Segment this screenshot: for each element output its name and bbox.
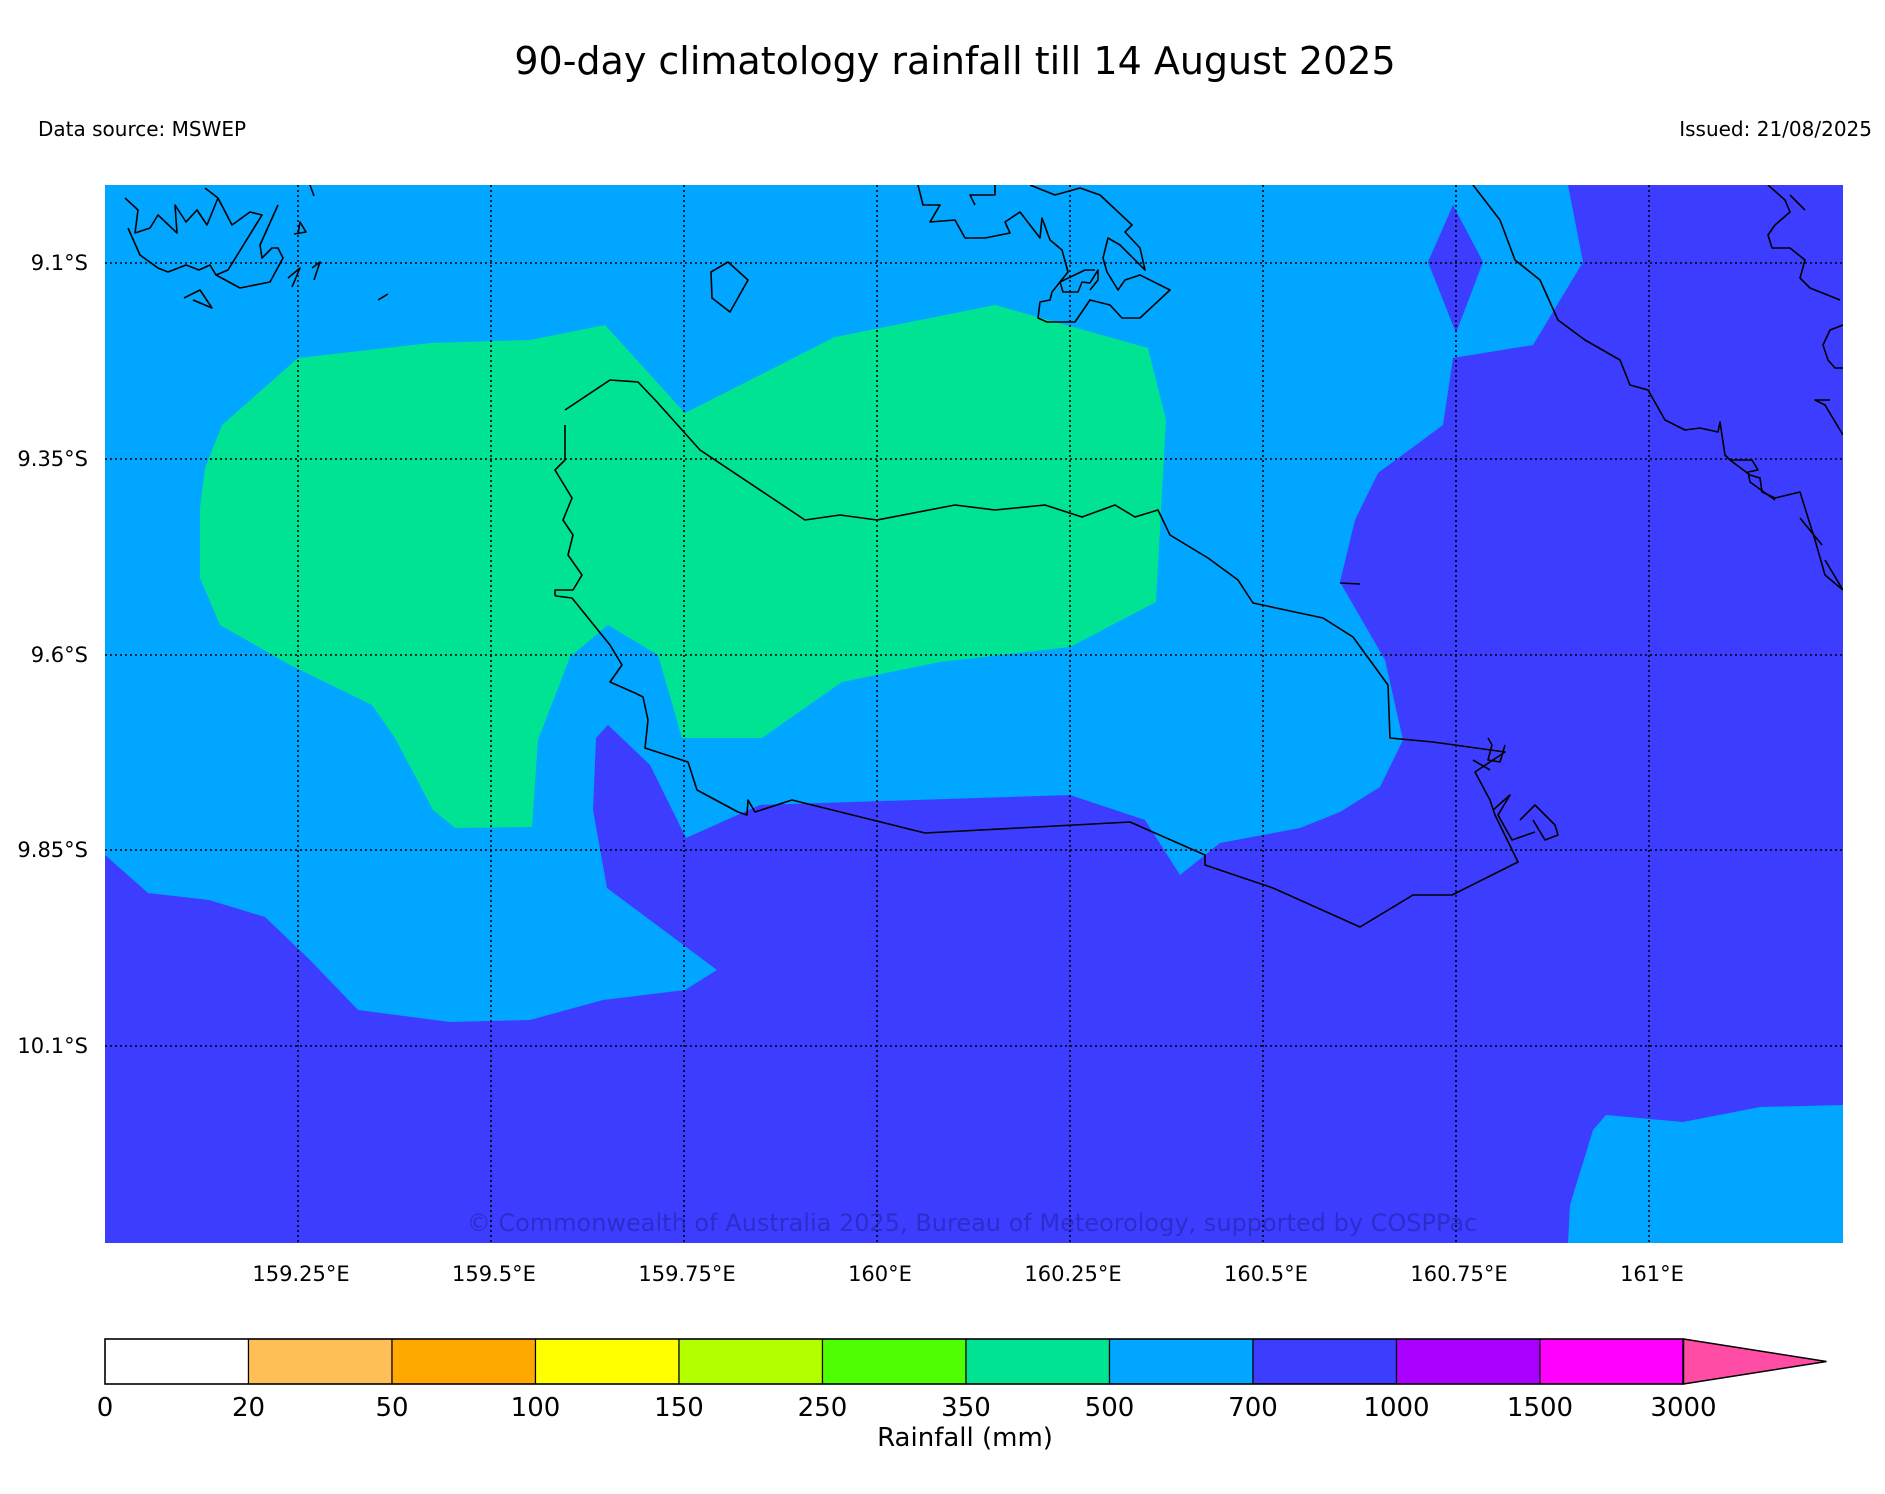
coastline-florida-islands-d (1059, 269, 1095, 283)
coastline-northwest-islet-a (183, 289, 213, 309)
colorbar-tick-label: 350 (941, 1393, 991, 1423)
lat-label: 9.85°S (17, 838, 88, 862)
colorbar-segment (247, 1338, 393, 1385)
coastline-guadalcanal (554, 379, 1519, 928)
colorbar-segment (1108, 1338, 1254, 1385)
coastline-northwest-islet-f (309, 185, 315, 197)
coastline-malaita (1472, 185, 1843, 591)
coastlines (124, 185, 1843, 928)
colorbar-tick-label: 1500 (1507, 1393, 1573, 1423)
lon-label: 159.25°E (252, 1262, 349, 1286)
lat-label: 10.1°S (17, 1034, 88, 1058)
lon-label: 160.5°E (1224, 1262, 1308, 1286)
coastline-florida-islands-b (969, 185, 996, 206)
coastline-northwest-islet-d (311, 261, 321, 281)
coastline-islet-central-north (710, 261, 749, 313)
coastline-east-tick-b (1472, 759, 1491, 771)
copyright-watermark: © Commonwealth of Australia 2025, Bureau… (467, 1209, 1478, 1237)
lat-label: 9.6°S (31, 643, 88, 667)
rainfall-zone-350-500 (200, 305, 1166, 828)
map-title: 90-day climatology rainfall till 14 Augu… (514, 39, 1395, 83)
colorbar-tick-label: 0 (97, 1393, 114, 1423)
lon-label: 159.75°E (638, 1262, 735, 1286)
data-source-label: Data source: MSWEP (38, 117, 246, 141)
colorbar-tick-label: 20 (232, 1393, 265, 1423)
colorbar-tick-label: 250 (798, 1393, 848, 1423)
lon-label: 161°E (1620, 1262, 1684, 1286)
colorbar-extend-arrow (1682, 1338, 1827, 1385)
colorbar-segment (1395, 1338, 1541, 1385)
coastline-florida-islands-e (1029, 185, 1081, 196)
coastline-northwest-islet-e (377, 293, 389, 301)
coastline-east-tick (1339, 582, 1361, 585)
coastline-malaita-east-e (1799, 517, 1823, 546)
lon-label: 160.25°E (1024, 1262, 1121, 1286)
colorbar-segment (1539, 1338, 1685, 1385)
coastline-malaita-east-c (1814, 399, 1843, 436)
coastline-florida-islands (917, 185, 1171, 323)
issued-date-label: Issued: 21/08/2025 (1679, 117, 1872, 141)
colorbar-legend: 0 20 50 100 150 250 350 500 700 1000 1500 3000 Rain… (97, 1338, 1827, 1453)
coastline-northwest-islet-c (293, 221, 307, 235)
colorbar-segment (821, 1338, 967, 1385)
lon-label: 160°E (848, 1262, 912, 1286)
colorbar-segment (678, 1338, 824, 1385)
colorbar-tick-label: 700 (1228, 1393, 1278, 1423)
colorbar-tick-label: 500 (1085, 1393, 1135, 1423)
map-area: © Commonwealth of Australia 2025, Bureau… (105, 185, 1843, 1243)
coastline-northwest-islet-b (287, 267, 301, 288)
coastline-malaita-east-d (1789, 194, 1806, 211)
coastline-east-islet-b (1519, 804, 1559, 841)
coastline-malaita-inner (1730, 459, 1776, 501)
coastline-northwest-inner (215, 197, 263, 276)
lon-label: 160.75°E (1410, 1262, 1507, 1286)
coastline-east-islet-a (1492, 794, 1536, 841)
colorbar-segments (104, 1338, 1685, 1385)
colorbar-tick-label: 100 (511, 1393, 561, 1423)
coastline-florida-islands-c (1059, 269, 1099, 293)
colorbar-segment (534, 1338, 680, 1385)
lat-label: 9.1°S (31, 251, 88, 275)
latitude-labels: 9.1°S 9.35°S 9.6°S 9.85°S 10.1°S (17, 251, 88, 1058)
colorbar-frame (104, 1338, 1684, 1385)
coastline-northwest-coast-lower (127, 204, 284, 289)
colorbar-tick-label: 1000 (1363, 1393, 1429, 1423)
colorbar-segment (1252, 1338, 1398, 1385)
lat-label: 9.35°S (17, 447, 88, 471)
coastline-northwest-islands (124, 187, 219, 234)
colorbar-tick-label: 50 (375, 1393, 408, 1423)
rainfall-zone-700-1000-north-patch (1428, 205, 1483, 333)
coastline-malaita-east (1767, 185, 1841, 301)
colorbar-tick-label: 150 (654, 1393, 704, 1423)
colorbar-segment (391, 1338, 537, 1385)
coastline-malaita-east-f (1824, 559, 1843, 591)
colorbar-segment (104, 1338, 250, 1385)
coastline-malaita-east-b (1822, 324, 1843, 369)
colorbar-tick-labels: 0 20 50 100 150 250 350 500 700 1000 1500 3000 (97, 1393, 1717, 1423)
lon-label: 159.5°E (452, 1262, 536, 1286)
rainfall-zone-500-700-southeast (1568, 1105, 1843, 1243)
colorbar-tick-label: 3000 (1650, 1393, 1716, 1423)
map-gridlines (105, 185, 1843, 1243)
longitude-labels: 159.25°E 159.5°E 159.75°E 160°E 160.25°E… (252, 1262, 1684, 1286)
coastline-ngella-islet (1487, 737, 1506, 763)
colorbar-label: Rainfall (mm) (877, 1423, 1053, 1453)
colorbar-segment (965, 1338, 1111, 1385)
